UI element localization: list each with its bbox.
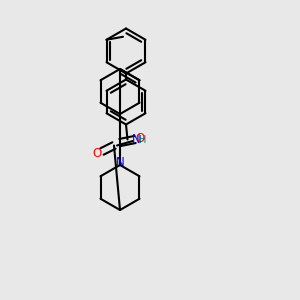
- Text: N: N: [116, 155, 124, 169]
- Text: N: N: [132, 133, 141, 146]
- Text: H: H: [140, 134, 147, 145]
- Text: O: O: [136, 132, 145, 145]
- Text: O: O: [92, 146, 101, 160]
